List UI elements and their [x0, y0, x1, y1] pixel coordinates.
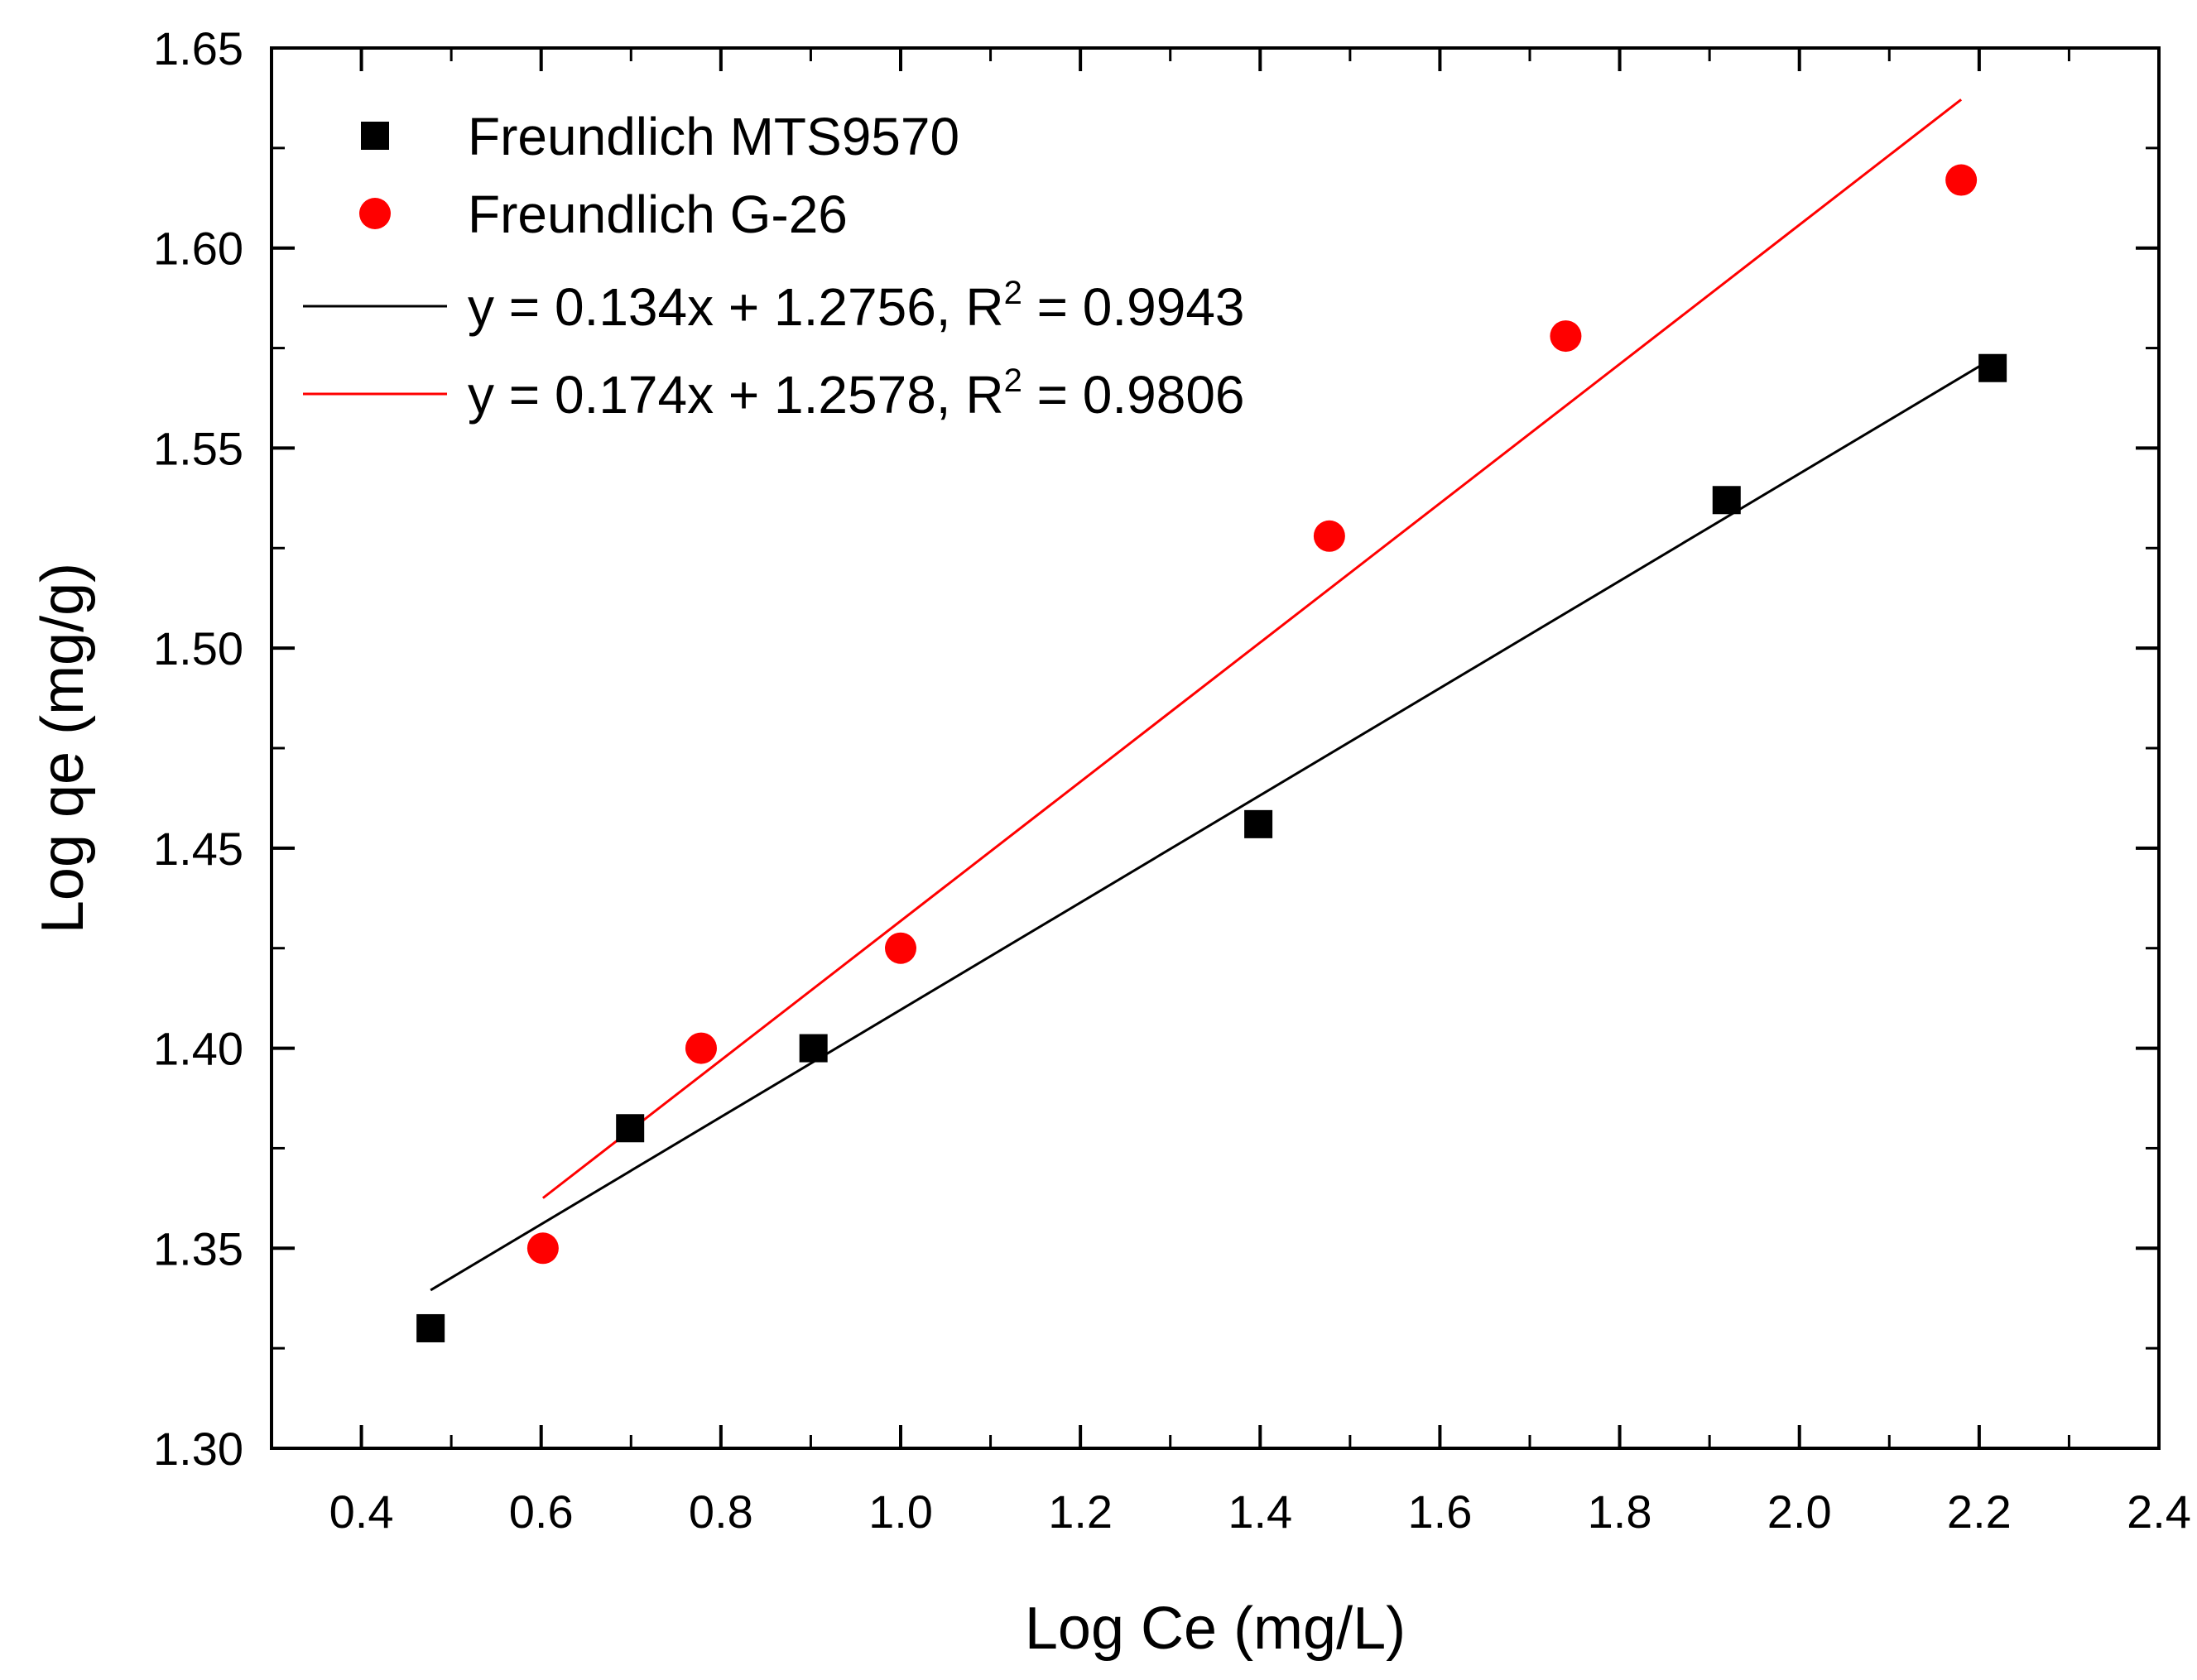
x-tick-label: 0.4 — [329, 1486, 394, 1538]
x-tick-label: 1.2 — [1048, 1486, 1113, 1538]
y-tick-label: 1.65 — [153, 22, 243, 74]
data-points — [416, 164, 2007, 1342]
y-tick-label: 1.50 — [153, 622, 243, 674]
fit-line-2 — [541, 98, 1963, 1199]
data-point-square — [1244, 809, 1273, 838]
legend-marker-square — [361, 122, 389, 150]
x-axis-title: Log Ce (mg/L) — [1025, 1596, 1406, 1662]
data-point-circle — [1550, 320, 1582, 353]
data-point-circle — [885, 932, 916, 964]
data-point-circle — [1945, 164, 1978, 196]
data-point-circle — [685, 1032, 717, 1064]
y-axis-title: Log qe (mg/g) — [30, 563, 96, 934]
legend-marker-circle — [359, 198, 391, 229]
x-tick-label: 1.0 — [868, 1486, 933, 1538]
y-tick-label: 1.30 — [153, 1423, 243, 1475]
y-tick-label: 1.55 — [153, 422, 243, 474]
data-point-square — [1712, 486, 1741, 515]
y-axis-ticks: 1.30 1.35 1.40 1.45 1.50 1.55 1.60 1.65 — [153, 22, 2159, 1475]
fit-line-1 — [430, 357, 1993, 1292]
legend-label: Freundlich MTS9570 — [468, 107, 959, 166]
x-tick-label: 0.6 — [509, 1486, 574, 1538]
y-tick-label: 1.40 — [153, 1023, 243, 1075]
legend-fit-label: y = 0.134x + 1.2756, R2 = 0.9943 — [468, 275, 1245, 337]
data-point-circle — [1313, 520, 1345, 552]
y-tick-label: 1.35 — [153, 1222, 243, 1274]
x-tick-label: 2.2 — [1947, 1486, 2012, 1538]
x-tick-label: 2.4 — [2127, 1486, 2191, 1538]
legend: Freundlich MTS9570 Freundlich G-26 y = 0.1… — [303, 107, 1245, 425]
data-point-circle — [526, 1232, 559, 1265]
data-point-square — [416, 1313, 445, 1342]
x-tick-label: 0.8 — [689, 1486, 753, 1538]
data-point-square — [1978, 353, 2007, 382]
y-tick-label: 1.45 — [153, 823, 243, 875]
data-point-square — [799, 1034, 828, 1063]
x-tick-label: 1.8 — [1588, 1486, 1652, 1538]
x-tick-label: 2.0 — [1767, 1486, 1832, 1538]
x-axis-ticks: 0.4 0.6 0.8 1.0 1.2 1.4 1.6 1.8 2.0 2.2 2.4 — [270, 48, 2191, 1538]
legend-fit-label: y = 0.174x + 1.2578, R2 = 0.9806 — [468, 362, 1245, 425]
data-point-square — [616, 1114, 645, 1143]
legend-label: Freundlich G-26 — [468, 185, 848, 244]
x-tick-label: 1.4 — [1228, 1486, 1292, 1538]
y-tick-label: 1.60 — [153, 223, 243, 275]
x-tick-label: 1.6 — [1407, 1486, 1472, 1538]
